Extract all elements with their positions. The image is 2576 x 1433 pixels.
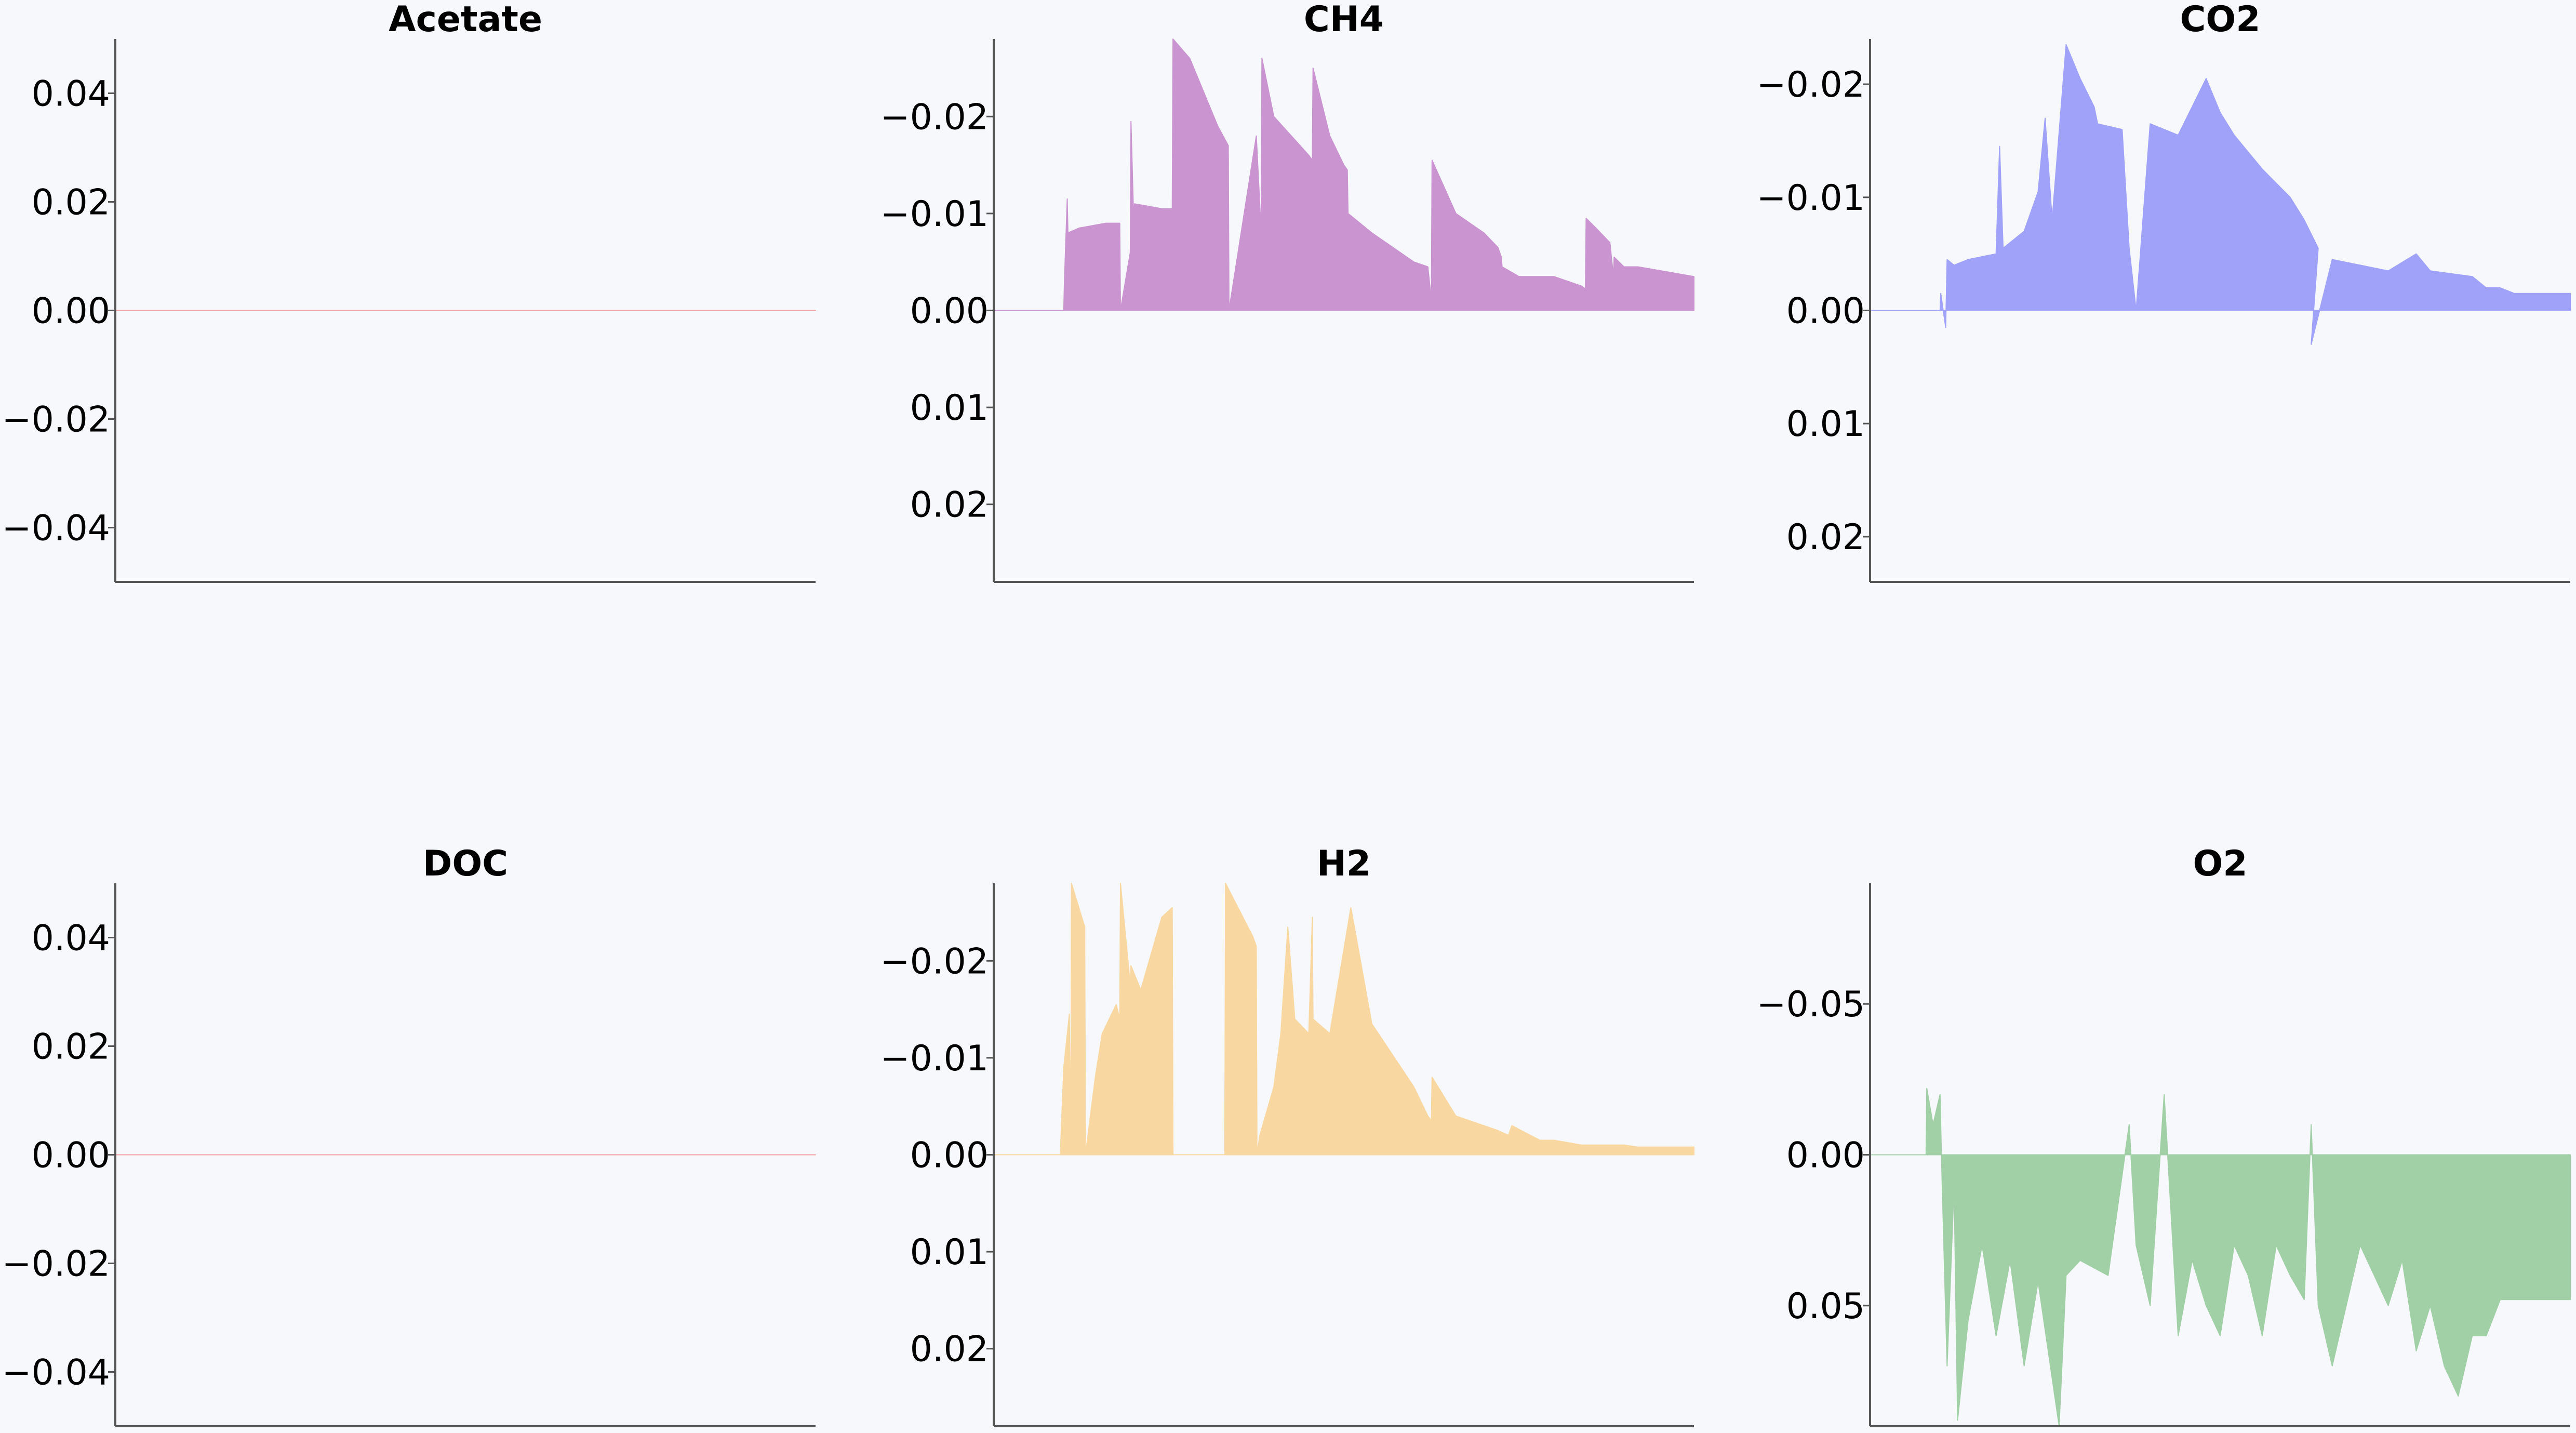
area-series-o2 — [1870, 1087, 2571, 1427]
panel-ch4: CH4 −0.02 −0.01 0.00 0.01 0.02 — [880, 0, 1694, 583]
y-tick-label: 0.05 — [1786, 1286, 1865, 1327]
y-tick-label: 0.02 — [910, 1329, 989, 1370]
y-tick-label: 0.02 — [910, 485, 989, 526]
y-tick-label: 0.01 — [910, 388, 989, 429]
panel-co2: CO2 −0.02 −0.01 0.00 0.01 0.02 — [1757, 0, 2571, 583]
y-tick-label: 0.01 — [910, 1232, 989, 1273]
y-tick-label: −0.02 — [880, 97, 989, 138]
y-tick-label: 0.00 — [910, 1135, 989, 1176]
y-tick-label: −0.02 — [1757, 64, 1865, 105]
y-tick-label: −0.04 — [2, 508, 110, 549]
y-tick-label: −0.02 — [2, 400, 110, 441]
y-tick-label: 0.00 — [910, 291, 989, 332]
y-tick-label: −0.01 — [880, 194, 989, 235]
y-tick-label: 0.02 — [32, 182, 110, 223]
panel-title-o2: O2 — [2193, 843, 2247, 884]
panel-o2: O2 −0.05 0.00 0.05 — [1757, 843, 2571, 1427]
y-tick-label: −0.01 — [880, 1038, 989, 1079]
panel-title-doc: DOC — [423, 843, 508, 884]
y-tick-label: 0.00 — [1786, 1135, 1865, 1176]
area-series-h2 — [993, 883, 1694, 1156]
y-tick-label: 0.01 — [1786, 404, 1865, 445]
y-tick-label: 0.00 — [1786, 291, 1865, 332]
y-tick-label: −0.02 — [2, 1244, 110, 1285]
area-series-ch4 — [993, 38, 1694, 311]
panel-title-h2: H2 — [1317, 843, 1371, 884]
y-tick-label: −0.02 — [880, 941, 989, 982]
panel-title-acetate: Acetate — [389, 0, 542, 40]
panel-doc: DOC 0.04 0.02 0.00 −0.02 −0.04 — [2, 843, 816, 1427]
y-tick-label: 0.02 — [1786, 517, 1865, 558]
y-tick-label: 0.00 — [32, 1135, 110, 1176]
y-tick-label: 0.02 — [32, 1027, 110, 1068]
area-series-co2 — [1870, 44, 2571, 345]
panel-title-ch4: CH4 — [1304, 0, 1384, 40]
y-tick-label: 0.00 — [32, 291, 110, 332]
panel-h2: H2 −0.02 −0.01 0.00 0.01 0.02 — [880, 843, 1694, 1427]
y-tick-label: 0.04 — [32, 918, 110, 959]
y-tick-label: −0.05 — [1757, 984, 1865, 1025]
panel-acetate: Acetate 0.04 0.02 0.00 −0.02 −0.04 — [2, 0, 816, 583]
panel-title-co2: CO2 — [2180, 0, 2260, 40]
y-tick-label: 0.04 — [32, 74, 110, 115]
y-tick-label: −0.01 — [1757, 178, 1865, 219]
y-tick-label: −0.04 — [2, 1352, 110, 1394]
